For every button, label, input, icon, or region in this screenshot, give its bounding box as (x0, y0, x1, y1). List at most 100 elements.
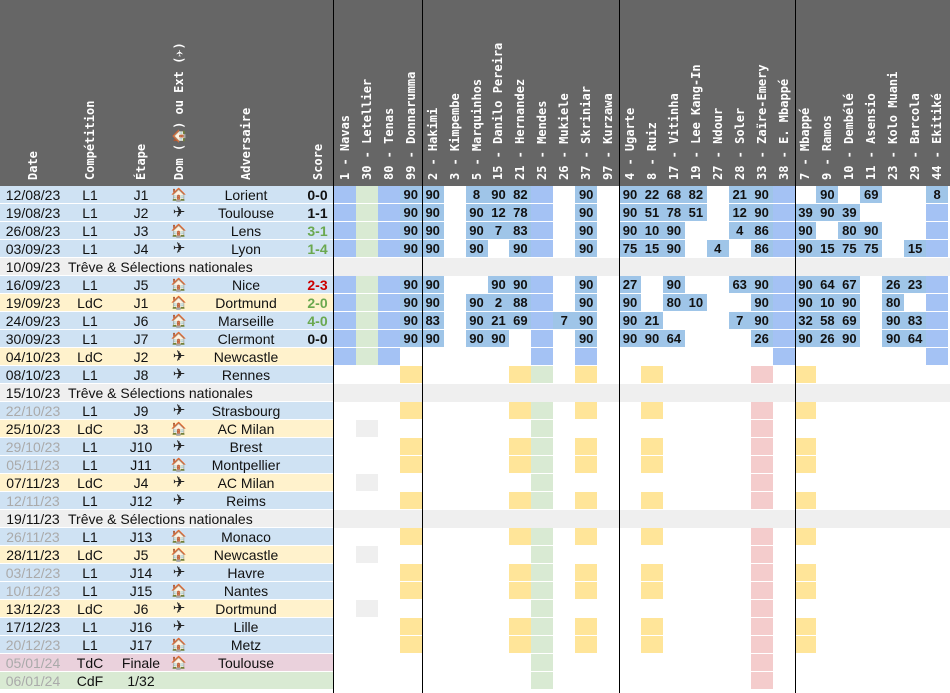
table-row[interactable] (0, 654, 333, 672)
minutes-cell (334, 528, 356, 546)
table-row[interactable] (0, 492, 333, 510)
table-row[interactable] (0, 222, 333, 240)
match-competition: L1 (82, 313, 98, 329)
minutes-cell: 26 (750, 330, 773, 348)
minutes-cell (728, 402, 751, 420)
minutes-cell (772, 636, 795, 654)
match-competition: CdF (76, 673, 104, 689)
table-row[interactable] (0, 672, 333, 690)
minutes-cell (334, 204, 356, 222)
minutes-cell (860, 654, 883, 672)
minutes-cell (728, 564, 751, 582)
minutes-cell: 15 (641, 240, 663, 258)
table-row[interactable] (0, 564, 333, 582)
minutes-cell: 90 (575, 240, 598, 258)
minutes-cell (926, 402, 949, 420)
table-row[interactable] (0, 636, 333, 654)
match-etape: J6 (133, 601, 149, 617)
table-row[interactable] (0, 348, 333, 366)
match-etape: J5 (133, 277, 149, 293)
table-row[interactable] (0, 276, 333, 294)
header-player: 21 - Hernandez (513, 78, 528, 180)
minutes-cell: 90 (794, 222, 817, 240)
minutes-cell (553, 438, 576, 456)
minutes-cell (377, 420, 400, 438)
minutes-cell: 90 (575, 186, 598, 204)
match-competition: L1 (82, 493, 98, 509)
table-row[interactable] (0, 402, 333, 420)
minutes-cell (575, 654, 598, 672)
minutes-cell: 90 (421, 330, 444, 348)
minutes-cell (465, 600, 488, 618)
minutes-cell (816, 654, 839, 672)
table-row[interactable] (0, 474, 333, 492)
minutes-cell: 10 (641, 222, 663, 240)
table-row[interactable] (0, 420, 333, 438)
minutes-cell (399, 636, 422, 654)
header-row (0, 0, 950, 186)
match-competition: L1 (82, 439, 98, 455)
table-row[interactable] (0, 186, 333, 204)
minutes-cell: 90 (860, 222, 883, 240)
minutes-cell (553, 240, 576, 258)
minutes-cell (684, 348, 707, 366)
minutes-cell (465, 546, 488, 564)
minutes-cell (399, 618, 422, 636)
minutes-cell (662, 366, 685, 384)
minutes-cell (355, 186, 378, 204)
table-row[interactable] (0, 618, 333, 636)
table-row[interactable] (0, 240, 333, 258)
minutes-cell (662, 438, 685, 456)
minutes-cell (509, 564, 532, 582)
minutes-cell (334, 222, 356, 240)
minutes-cell: 4 (706, 240, 729, 258)
minutes-cell (882, 582, 905, 600)
minutes-cell (838, 636, 861, 654)
table-row[interactable] (0, 312, 333, 330)
table-row[interactable] (0, 546, 333, 564)
minutes-cell (838, 618, 861, 636)
table-row[interactable] (0, 510, 333, 528)
minutes-cell (355, 438, 378, 456)
minutes-cell (377, 366, 400, 384)
home-icon: 🏠 (170, 421, 188, 436)
table-row[interactable] (0, 294, 333, 312)
match-etape: Finale (121, 655, 161, 671)
minutes-cell (860, 366, 883, 384)
table-row[interactable] (0, 600, 333, 618)
minutes-cell (465, 366, 488, 384)
minutes-cell (706, 456, 729, 474)
minutes-cell: 15 (816, 240, 839, 258)
minutes-cell (553, 600, 576, 618)
table-row[interactable] (0, 384, 333, 402)
minutes-cell (334, 582, 356, 600)
match-opponent: Strasbourg (211, 403, 281, 419)
match-etape: 1/32 (127, 673, 155, 689)
minutes-cell (750, 546, 773, 564)
table-row[interactable] (0, 330, 333, 348)
minutes-cell (553, 582, 576, 600)
minutes-cell (662, 420, 685, 438)
match-date: 25/10/23 (5, 421, 61, 437)
minutes-cell (706, 654, 729, 672)
minutes-cell (421, 402, 444, 420)
table-row[interactable] (0, 528, 333, 546)
minutes-cell (421, 438, 444, 456)
header-player: 29 - Barcola (908, 93, 923, 180)
table-row[interactable] (0, 438, 333, 456)
match-date: 20/12/23 (5, 637, 61, 653)
table-row[interactable] (0, 258, 333, 276)
table-row[interactable] (0, 582, 333, 600)
match-date: 22/10/23 (5, 403, 61, 419)
match-etape: J13 (129, 529, 153, 545)
minutes-cell (553, 618, 576, 636)
header-player: 1 - Navas (337, 114, 352, 180)
table-row[interactable] (0, 204, 333, 222)
minutes-cell (662, 528, 685, 546)
minutes-cell (421, 546, 444, 564)
minutes-cell (377, 474, 400, 492)
table-row[interactable] (0, 366, 333, 384)
table-row[interactable] (0, 456, 333, 474)
minutes-cell (597, 402, 620, 420)
minutes-cell (443, 312, 466, 330)
